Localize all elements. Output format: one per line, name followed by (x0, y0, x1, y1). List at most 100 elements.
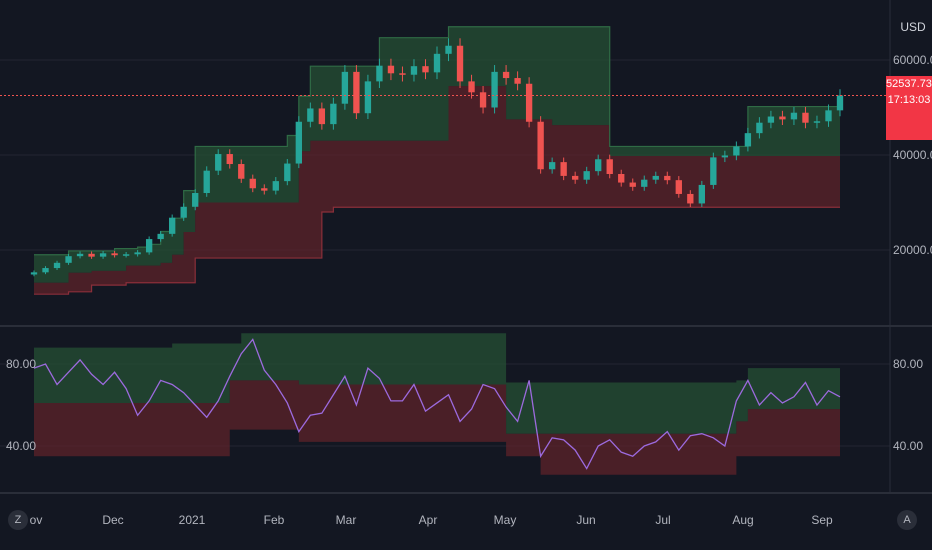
candle-body (433, 53, 441, 73)
osc-tick-label-left: 80.00 (6, 357, 36, 371)
candle-body (595, 159, 602, 172)
oscillator-pane[interactable] (33, 333, 841, 475)
price-tick-label: 40000.00 (893, 148, 932, 162)
candle-body (261, 188, 268, 191)
time-tick-label: Jul (655, 513, 670, 527)
candle-body (675, 180, 682, 194)
candle-body (215, 154, 222, 171)
time-tick-label: ov (30, 513, 43, 527)
candle-body (76, 253, 84, 257)
candle-body (42, 268, 49, 273)
candle-body (410, 66, 418, 75)
candle-body (560, 162, 567, 176)
candle-body (641, 179, 648, 187)
candle-body (169, 217, 176, 234)
timezone-button[interactable]: Z (8, 510, 28, 530)
candle-body (53, 262, 61, 269)
price-tick-label: 60000.00 (893, 53, 932, 67)
price-tick-label: 20000.00 (893, 243, 932, 257)
candle-body (606, 159, 613, 174)
candle-body (445, 45, 452, 54)
time-tick-label: Mar (336, 513, 357, 527)
time-tick-label: Aug (732, 513, 753, 527)
candle-body (145, 239, 153, 253)
candle-body (525, 83, 533, 122)
candle-body (664, 175, 671, 181)
time-tick-label: May (494, 513, 517, 527)
time-tick-label: Apr (419, 513, 438, 527)
candle-body (65, 256, 72, 263)
candle-body (548, 162, 556, 170)
time-tick-label: Sep (811, 513, 833, 527)
candle-body (698, 184, 705, 204)
candlestick-series[interactable] (0, 38, 886, 277)
channel-lower-line (34, 206, 840, 295)
time-tick-label: Feb (264, 513, 285, 527)
auto-scale-button[interactable]: A (897, 510, 917, 530)
candle-body (652, 175, 659, 180)
candle-body (122, 254, 130, 256)
candle-body (99, 253, 107, 257)
candle-body (502, 71, 510, 79)
oscillator-line (33, 338, 841, 470)
candle-body (284, 163, 291, 182)
candle-body (192, 193, 199, 207)
candle-body (422, 66, 429, 73)
candle-body (203, 170, 210, 193)
channel-lower-zone (34, 86, 840, 295)
time-tick-label: Jun (576, 513, 595, 527)
candle-body (756, 122, 763, 134)
osc-upper-zone (34, 333, 840, 434)
osc-tick-label-right: 40.00 (893, 439, 923, 453)
candle-body (456, 45, 464, 82)
bar-countdown: 17:13:03 (887, 94, 931, 106)
candle-body (802, 112, 809, 123)
candle-body (318, 108, 326, 125)
currency-label: USD (900, 20, 926, 34)
candle-body (825, 110, 832, 122)
axis-labels: 20000.00 40000.00 60000.00 40.00 40.00 80.00 8… (6, 53, 932, 527)
osc-tick-label-right: 80.00 (893, 357, 923, 371)
candle-body (790, 112, 798, 120)
candle-body (733, 146, 740, 156)
candle-body (364, 81, 372, 114)
time-tick-label: 2021 (179, 513, 206, 527)
candle-body (710, 157, 717, 185)
candle-body (583, 171, 590, 180)
candle-body (479, 92, 487, 108)
candle-body (399, 73, 406, 75)
candle-body (307, 108, 314, 122)
candle-body (572, 175, 579, 180)
candle-body (88, 253, 95, 257)
candle-body (618, 174, 625, 183)
candle-body (272, 181, 279, 191)
candle-body (387, 65, 395, 74)
candle-body (629, 182, 636, 187)
candle-body (767, 116, 775, 123)
candle-body (744, 133, 752, 147)
candle-body (157, 233, 164, 240)
candle-body (537, 121, 544, 170)
candle-body (779, 116, 786, 120)
candle-body (491, 71, 498, 108)
candle-body (687, 193, 694, 204)
candle-body (111, 253, 118, 256)
candle-body (376, 65, 383, 82)
candle-body (813, 121, 821, 123)
candle-body (514, 78, 521, 84)
candle-body (341, 71, 349, 104)
candle-body (468, 81, 475, 93)
candle-body (180, 206, 187, 218)
candle-body (330, 103, 337, 125)
candle-body (721, 155, 729, 158)
last-price-tag: 52537.73 17:13:03 (886, 76, 932, 140)
candle-body (30, 272, 38, 275)
candle-body (134, 252, 141, 255)
candle-body (836, 95, 844, 111)
time-tick-label: Dec (102, 513, 123, 527)
osc-tick-label-left: 40.00 (6, 439, 36, 453)
candle-body (353, 71, 360, 114)
candle-body (249, 178, 256, 189)
last-price-value: 52537.73 (886, 78, 932, 90)
